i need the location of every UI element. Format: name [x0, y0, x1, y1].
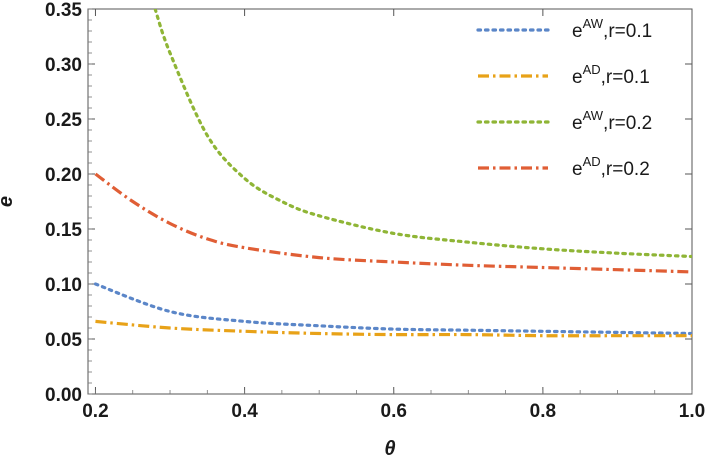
x-axis: 0.2 0.4 0.6 0.8 1.0	[82, 9, 705, 422]
x-axis-title: θ	[384, 438, 395, 460]
legend-label-tail: ,r=0.1	[603, 21, 652, 42]
x-tick-label: 1.0	[679, 401, 705, 422]
series-layer	[93, 9, 692, 338]
legend-label: eAD,r=0.2	[572, 154, 650, 180]
series-line-1	[93, 282, 692, 336]
y-tick-label: 0.15	[45, 220, 82, 241]
series-line-4	[94, 172, 692, 274]
legend-label: eAD,r=0.1	[572, 62, 650, 88]
y-tick-label: 0.10	[45, 275, 82, 296]
legend-item-2: eAD,r=0.1	[478, 62, 650, 88]
x-tick-label: 0.8	[530, 401, 556, 422]
series-line-3	[153, 9, 692, 259]
y-tick-label: 0.35	[45, 0, 82, 21]
legend-label-sup: AW	[583, 108, 604, 123]
x-tick-label: 0.6	[381, 401, 407, 422]
legend-label-base: e	[572, 67, 583, 88]
legend-label: eAW,r=0.1	[572, 16, 652, 42]
legend-label-tail: ,r=0.2	[601, 159, 650, 180]
legend-label-sup: AD	[583, 62, 601, 77]
y-tick-label: 0.30	[45, 55, 82, 76]
y-axis-title: e	[0, 196, 17, 207]
x-tick-label: 0.4	[231, 401, 258, 422]
legend-label-tail: ,r=0.1	[601, 67, 650, 88]
series-line-2	[95, 319, 692, 338]
legend-label-sup: AW	[583, 16, 604, 31]
legend-label-tail: ,r=0.2	[603, 113, 652, 134]
y-axis: 0.00 0.05 0.10 0.15 0.20 0.25 0.30 0.35	[45, 0, 692, 406]
legend-label-sup: AD	[583, 154, 601, 169]
legend-label-base: e	[572, 21, 583, 42]
plot-border	[87, 8, 693, 395]
y-tick-label: 0.20	[45, 165, 82, 186]
x-tick-label: 0.2	[82, 401, 108, 422]
legend-item-3: eAW,r=0.2	[476, 108, 652, 134]
legend-item-1: eAW,r=0.1	[476, 16, 652, 42]
legend-item-4: eAD,r=0.2	[478, 154, 650, 180]
y-tick-label: 0.00	[45, 385, 82, 406]
y-tick-label: 0.25	[45, 110, 82, 131]
legend-label-base: e	[572, 113, 583, 134]
plot-frame	[87, 8, 693, 395]
y-tick-label: 0.05	[45, 330, 82, 351]
legend-label-base: e	[572, 159, 583, 180]
legend-label: eAW,r=0.2	[572, 108, 652, 134]
